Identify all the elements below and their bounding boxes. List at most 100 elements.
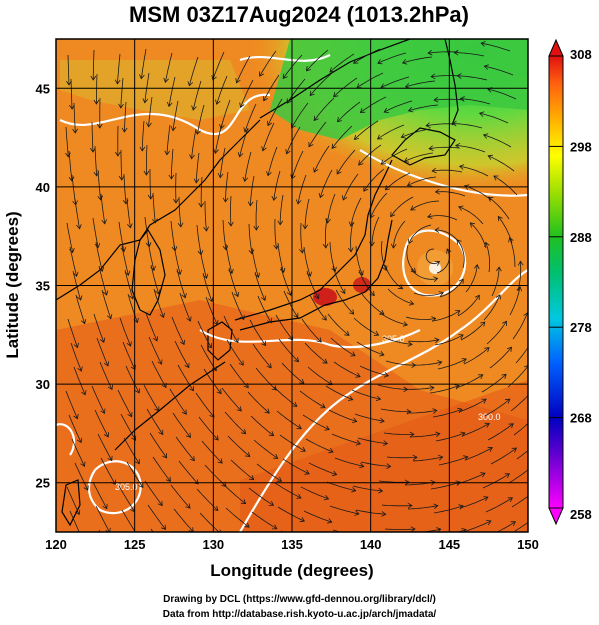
streamline-arrow: [159, 312, 165, 319]
streamline: [408, 104, 439, 112]
streamline: [387, 288, 414, 305]
streamline-arrow: [73, 271, 79, 278]
streamline: [222, 483, 246, 505]
x-tick-label: 145: [438, 537, 460, 552]
streamline-arrow: [400, 133, 406, 139]
streamline: [99, 361, 113, 390]
streamline: [179, 292, 191, 322]
streamline: [380, 148, 408, 165]
map-plot: 305.0 300.0 305.0: [56, 39, 537, 546]
streamline: [464, 185, 492, 201]
streamline: [251, 511, 278, 530]
streamline-arrow: [303, 541, 308, 546]
streamline: [325, 385, 353, 401]
streamline-arrow: [80, 319, 87, 325]
streamline: [465, 264, 478, 293]
streamline-arrow: [168, 174, 175, 180]
streamline: [153, 288, 164, 318]
streamline-arrow: [185, 432, 191, 439]
streamline-arrow: [242, 176, 249, 183]
streamline: [171, 148, 174, 179]
streamline-arrow: [428, 145, 434, 151]
streamline-arrow: [480, 472, 486, 478]
streamline: [70, 78, 73, 110]
streamline-arrow: [407, 106, 414, 113]
streamline-arrow: [73, 342, 79, 349]
streamline-arrow: [383, 372, 390, 378]
streamline: [489, 346, 512, 369]
streamline-arrow: [118, 103, 124, 109]
streamline: [126, 197, 131, 228]
streamline-arrow: [207, 343, 212, 349]
streamline-arrow: [453, 49, 459, 56]
streamline-arrow: [118, 175, 125, 181]
streamline: [146, 408, 164, 435]
streamline-arrow: [478, 111, 485, 117]
streamline: [354, 120, 379, 140]
streamline-arrow: [139, 146, 146, 152]
streamline: [256, 463, 282, 482]
streamline-arrow: [484, 422, 490, 428]
streamline-arrow: [401, 59, 408, 65]
streamline: [176, 268, 186, 298]
streamline: [435, 191, 466, 197]
streamline: [481, 42, 511, 52]
streamline-arrow: [352, 417, 358, 423]
streamline: [127, 293, 138, 323]
streamline-arrow: [501, 373, 507, 379]
streamline-arrow: [378, 487, 384, 494]
streamline-arrow: [324, 425, 330, 431]
streamline: [517, 261, 522, 292]
streamline-arrow: [259, 71, 264, 77]
streamline: [75, 294, 86, 324]
streamline-arrow: [333, 92, 339, 98]
streamline: [122, 341, 136, 370]
streamline-arrow: [272, 524, 278, 530]
streamline-arrow: [433, 276, 439, 282]
streamline-arrow: [189, 385, 194, 392]
streamline-arrow: [532, 490, 537, 494]
streamline: [124, 101, 127, 133]
streamline: [125, 365, 140, 394]
streamline-arrow: [458, 504, 464, 510]
streamline: [231, 291, 245, 320]
streamline-arrow: [298, 248, 305, 254]
streamline-arrow: [327, 518, 333, 524]
streamline: [150, 264, 160, 295]
streamline: [220, 99, 231, 129]
streamline: [188, 56, 199, 86]
streamline-arrow: [429, 385, 435, 391]
streamline: [329, 505, 359, 515]
streamline-arrow: [83, 485, 89, 491]
map-grid: [56, 39, 528, 532]
streamline-arrow: [266, 318, 272, 324]
x-tick-label: 140: [360, 537, 382, 552]
streamline: [333, 361, 361, 378]
streamline-arrow: [165, 476, 171, 483]
contour-line: [56, 423, 76, 456]
streamline-arrow: [377, 59, 383, 65]
streamline-arrow: [170, 126, 177, 132]
streamline-arrow: [517, 260, 524, 266]
x-axis-label: Longitude (degrees): [210, 561, 373, 580]
streamline-arrow: [502, 320, 507, 327]
streamline: [427, 215, 458, 221]
streamline-arrow: [461, 358, 467, 364]
streamline: [191, 128, 197, 159]
streamline-arrow: [76, 437, 83, 444]
streamline-arrow: [433, 96, 439, 103]
streamline: [515, 346, 528, 364]
streamline-arrow: [528, 390, 533, 395]
streamline: [140, 48, 147, 79]
streamline-arrow: [381, 511, 387, 517]
streamline: [350, 197, 362, 227]
streamline-arrow: [435, 431, 441, 438]
streamline-arrow: [316, 337, 322, 343]
streamline: [309, 294, 327, 321]
streamline: [100, 457, 116, 485]
streamline: [286, 78, 306, 104]
streamline-arrow: [434, 227, 440, 233]
streamline: [274, 218, 277, 249]
x-tick-label: 130: [202, 537, 224, 552]
y-tick-label: 40: [36, 180, 50, 195]
